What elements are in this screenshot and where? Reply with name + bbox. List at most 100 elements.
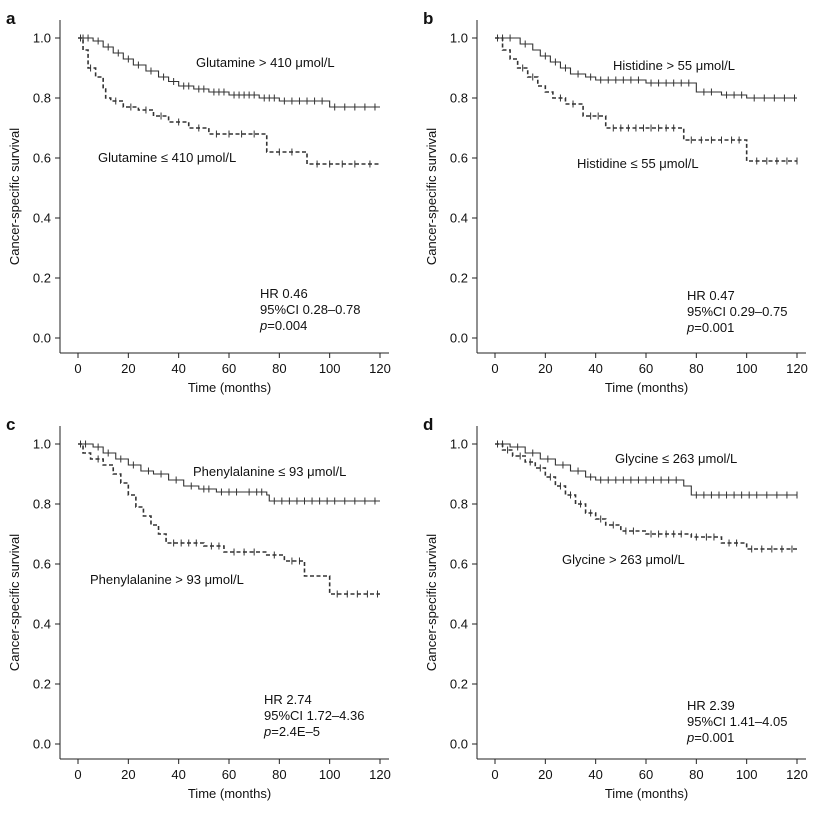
y-tick-label: 1.0: [450, 31, 468, 46]
confidence-interval: 95%CI 0.29–0.75: [687, 304, 787, 319]
x-tick-label: 0: [491, 767, 498, 782]
x-tick-label: 0: [74, 361, 81, 376]
x-tick-label: 80: [272, 361, 286, 376]
confidence-interval: 95%CI 1.72–4.36: [264, 708, 364, 723]
y-tick-label: 0.8: [450, 497, 468, 512]
x-tick-label: 40: [171, 361, 185, 376]
x-tick-label: 40: [588, 361, 602, 376]
p-symbol: p: [259, 318, 267, 333]
y-tick-label: 0.0: [33, 737, 51, 752]
curve-label-1: Glutamine > 410 μmol/L: [196, 55, 335, 70]
km-curve-dashed: [78, 37, 380, 165]
curve-label-1: Histidine > 55 μmol/L: [613, 58, 735, 73]
x-tick-label: 20: [538, 767, 552, 782]
x-tick-label: 100: [319, 767, 341, 782]
y-tick-label: 1.0: [450, 437, 468, 452]
curve-label-2: Glutamine ≤ 410 μmol/L: [98, 150, 236, 165]
p-symbol: p: [686, 320, 694, 335]
y-tick-label: 0.6: [450, 557, 468, 572]
x-tick-label: 0: [491, 361, 498, 376]
p-value: p=0.001: [686, 730, 734, 745]
y-tick-label: 1.0: [33, 31, 51, 46]
p-value-number: =0.004: [267, 318, 307, 333]
y-tick-label: 0.6: [33, 557, 51, 572]
y-tick-label: 0.0: [33, 331, 51, 346]
x-tick-label: 60: [222, 767, 236, 782]
y-tick-label: 0.4: [33, 617, 51, 632]
confidence-interval: 95%CI 0.28–0.78: [260, 302, 360, 317]
y-axis-title: Cancer-specific survival: [424, 128, 439, 265]
p-value-number: =0.001: [694, 730, 734, 745]
curve-label-1: Glycine ≤ 263 μmol/L: [615, 451, 737, 466]
p-symbol: p: [263, 724, 271, 739]
x-tick-label: 0: [74, 767, 81, 782]
y-tick-label: 0.4: [450, 617, 468, 632]
hazard-ratio: HR 2.39: [687, 698, 735, 713]
hazard-ratio: HR 0.46: [260, 286, 308, 301]
x-tick-label: 20: [121, 767, 135, 782]
x-tick-label: 80: [272, 767, 286, 782]
y-axis-title: Cancer-specific survival: [424, 534, 439, 671]
x-tick-label: 120: [786, 361, 808, 376]
y-tick-label: 0.4: [33, 211, 51, 226]
y-tick-label: 0.4: [450, 211, 468, 226]
p-symbol: p: [686, 730, 694, 745]
x-tick-label: 20: [121, 361, 135, 376]
panel-letter: c: [6, 415, 15, 434]
km-panel-a: a 0.0 0.2 0.4 0.6 0.8 1.0 0 20 40 60 80 100 120 Time (…: [6, 9, 391, 395]
p-value: p=2.4E–5: [263, 724, 320, 739]
x-axis-title: Time (months): [605, 786, 688, 801]
km-curve-solid: [78, 443, 380, 502]
y-tick-label: 0.6: [33, 151, 51, 166]
y-tick-label: 0.2: [450, 677, 468, 692]
p-value-number: =2.4E–5: [271, 724, 320, 739]
y-tick-label: 1.0: [33, 437, 51, 452]
x-tick-label: 100: [736, 361, 758, 376]
y-tick-label: 0.6: [450, 151, 468, 166]
x-tick-label: 80: [689, 361, 703, 376]
y-tick-label: 0.8: [33, 91, 51, 106]
x-tick-label: 60: [222, 361, 236, 376]
km-panel-c: c 0.0 0.2 0.4 0.6 0.8 1.0 0 20 40 60 80 100 120 Time (…: [6, 415, 391, 801]
km-curve-solid: [78, 37, 380, 108]
km-panel-d: d 0.0 0.2 0.4 0.6 0.8 1.0 0 20 40 60 80 100 120 Time (…: [423, 415, 808, 801]
panel-letter: a: [6, 9, 16, 28]
confidence-interval: 95%CI 1.41–4.05: [687, 714, 787, 729]
panel-letter: d: [423, 415, 433, 434]
y-axis-title: Cancer-specific survival: [7, 128, 22, 265]
x-tick-label: 40: [588, 767, 602, 782]
p-value-number: =0.001: [694, 320, 734, 335]
x-tick-label: 80: [689, 767, 703, 782]
x-axis-title: Time (months): [188, 380, 271, 395]
x-tick-label: 100: [736, 767, 758, 782]
y-tick-label: 0.2: [33, 271, 51, 286]
y-tick-label: 0.8: [33, 497, 51, 512]
p-value: p=0.004: [259, 318, 307, 333]
curve-label-2: Histidine ≤ 55 μmol/L: [577, 156, 699, 171]
x-tick-label: 60: [639, 767, 653, 782]
hazard-ratio: HR 0.47: [687, 288, 735, 303]
x-tick-label: 120: [369, 767, 391, 782]
x-tick-label: 60: [639, 361, 653, 376]
hazard-ratio: HR 2.74: [264, 692, 312, 707]
x-tick-label: 20: [538, 361, 552, 376]
x-tick-label: 120: [786, 767, 808, 782]
x-axis-title: Time (months): [605, 380, 688, 395]
x-tick-label: 100: [319, 361, 341, 376]
curve-label-2: Glycine > 263 μmol/L: [562, 552, 685, 567]
y-tick-label: 0.8: [450, 91, 468, 106]
km-panel-b: b 0.0 0.2 0.4 0.6 0.8 1.0 0 20 40 60 80 100 120 Time (…: [423, 9, 808, 395]
y-axis-title: Cancer-specific survival: [7, 534, 22, 671]
x-axis-title: Time (months): [188, 786, 271, 801]
curve-label-2: Phenylalanine > 93 μmol/L: [90, 572, 244, 587]
x-tick-label: 40: [171, 767, 185, 782]
p-value: p=0.001: [686, 320, 734, 335]
y-tick-label: 0.0: [450, 331, 468, 346]
x-tick-label: 120: [369, 361, 391, 376]
y-tick-label: 0.2: [33, 677, 51, 692]
curve-label-1: Phenylalanine ≤ 93 μmol/L: [193, 464, 346, 479]
panel-letter: b: [423, 9, 433, 28]
y-tick-label: 0.0: [450, 737, 468, 752]
km-curve-solid: [495, 443, 797, 496]
